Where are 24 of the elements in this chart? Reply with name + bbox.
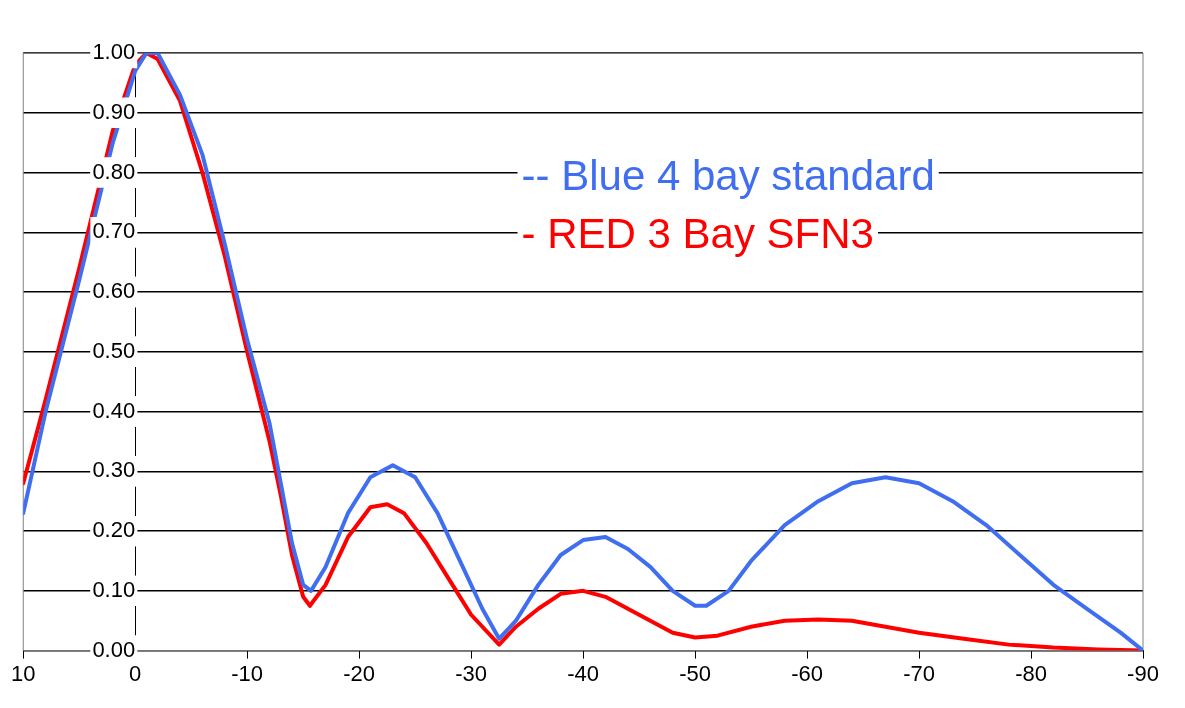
x-tick-label: -30 <box>455 660 488 686</box>
y-tick-label: 0.40 <box>92 397 136 423</box>
x-tick-label: 0 <box>129 660 142 686</box>
x-tick-label: -80 <box>1015 660 1047 686</box>
x-tick-label: -10 <box>231 660 264 686</box>
y-tick-label: 0.50 <box>92 337 136 363</box>
y-tick-label: 0.00 <box>92 636 136 662</box>
text: -- Blue 4 bay standard <box>521 151 935 199</box>
y-tick-label: 0.70 <box>92 218 136 244</box>
y-tick-label: 0.30 <box>92 457 136 483</box>
y-tick-label: 0.60 <box>92 278 136 304</box>
y-tick-label: 1.00 <box>92 39 136 65</box>
text: - RED 3 Bay SFN3 <box>521 209 874 257</box>
x-tick-label: -50 <box>679 660 711 686</box>
x-tick-label: -20 <box>343 660 376 686</box>
x-tick-label: -40 <box>567 660 600 686</box>
x-tick-label: -90 <box>1127 660 1159 686</box>
y-tick-label: 0.90 <box>92 98 136 124</box>
x-tick-label: -70 <box>903 660 935 686</box>
x-tick-label: 10 <box>10 660 36 686</box>
x-tick-label: -60 <box>791 660 823 686</box>
y-tick-label: 0.80 <box>92 158 136 184</box>
y-tick-label: 0.10 <box>92 576 136 602</box>
y-tick-label: 0.20 <box>92 517 136 543</box>
